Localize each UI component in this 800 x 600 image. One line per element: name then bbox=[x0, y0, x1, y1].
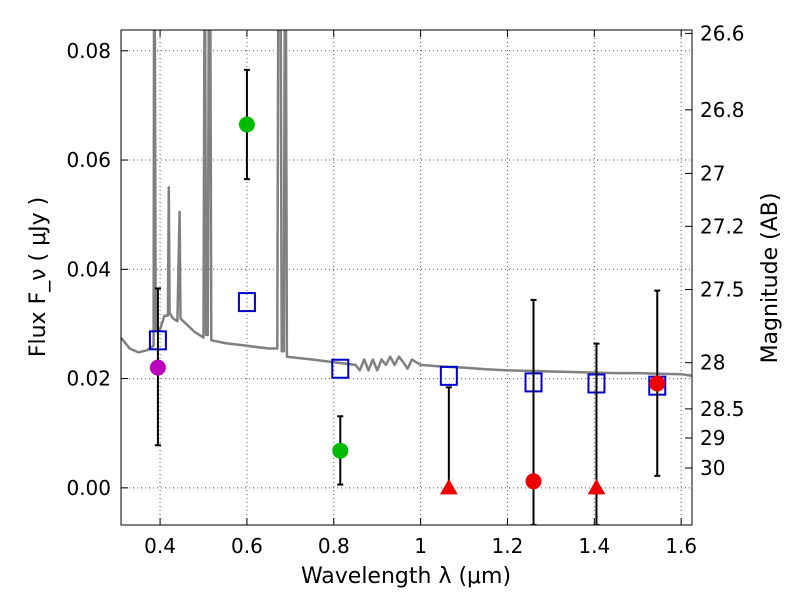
model-photometry-square bbox=[237, 292, 256, 313]
right-tick-label: 30 bbox=[700, 456, 725, 480]
observed-upper-limit-triangle bbox=[587, 478, 606, 495]
model-photometry-square bbox=[331, 358, 350, 379]
y-tick-label: 0.04 bbox=[66, 257, 111, 281]
observed-flux-point bbox=[525, 473, 542, 490]
right-tick-label: 27.2 bbox=[700, 214, 745, 238]
x-axis-label: Wavelength λ (μm) bbox=[301, 564, 511, 589]
plot-frame bbox=[120, 29, 693, 526]
x-tick-label: 0.8 bbox=[318, 534, 350, 558]
sed-layer bbox=[121, 30, 692, 378]
sed-model-line bbox=[121, 30, 692, 378]
x-tick-label: 0.6 bbox=[231, 534, 263, 558]
right-axis-label: Magnitude (AB) bbox=[758, 193, 783, 364]
observed-flux-point bbox=[238, 116, 255, 133]
observed-flux-point bbox=[332, 442, 349, 459]
right-tick-label: 27 bbox=[700, 161, 725, 185]
right-tick-label: 26.6 bbox=[700, 21, 745, 45]
y-tick-label: 0.00 bbox=[66, 476, 111, 500]
observed-upper-limit-triangle bbox=[439, 478, 458, 495]
x-tick-label: 0.4 bbox=[144, 534, 176, 558]
axis-ticks bbox=[121, 30, 692, 525]
y-tick-label: 0.08 bbox=[66, 39, 111, 63]
observed-flux-point bbox=[649, 375, 666, 392]
x-tick-label: 1.2 bbox=[492, 534, 524, 558]
observed-flux-point bbox=[149, 359, 166, 376]
right-tick-label: 27.5 bbox=[700, 277, 745, 301]
right-tick-label: 29 bbox=[700, 426, 725, 450]
axis-tick-labels: 0.4 0.6 0.8 1 1.2 1.4 1.6 0.00 0.02 0.04 0.06 0.08 2… bbox=[66, 21, 744, 558]
y-tick-label: 0.02 bbox=[66, 367, 111, 391]
grid-lines bbox=[121, 30, 692, 525]
y-tick-label: 0.06 bbox=[66, 148, 111, 172]
y-axis-label: Flux F_ν ( μJy ) bbox=[26, 197, 51, 357]
photometry-layer bbox=[148, 68, 667, 525]
model-photometry-square bbox=[439, 365, 458, 386]
x-tick-label: 1.6 bbox=[665, 534, 697, 558]
x-tick-label: 1.4 bbox=[578, 534, 610, 558]
right-tick-label: 28 bbox=[700, 351, 725, 375]
x-tick-label: 1 bbox=[414, 534, 427, 558]
right-tick-label: 28.5 bbox=[700, 397, 745, 421]
right-tick-label: 26.8 bbox=[700, 98, 745, 122]
